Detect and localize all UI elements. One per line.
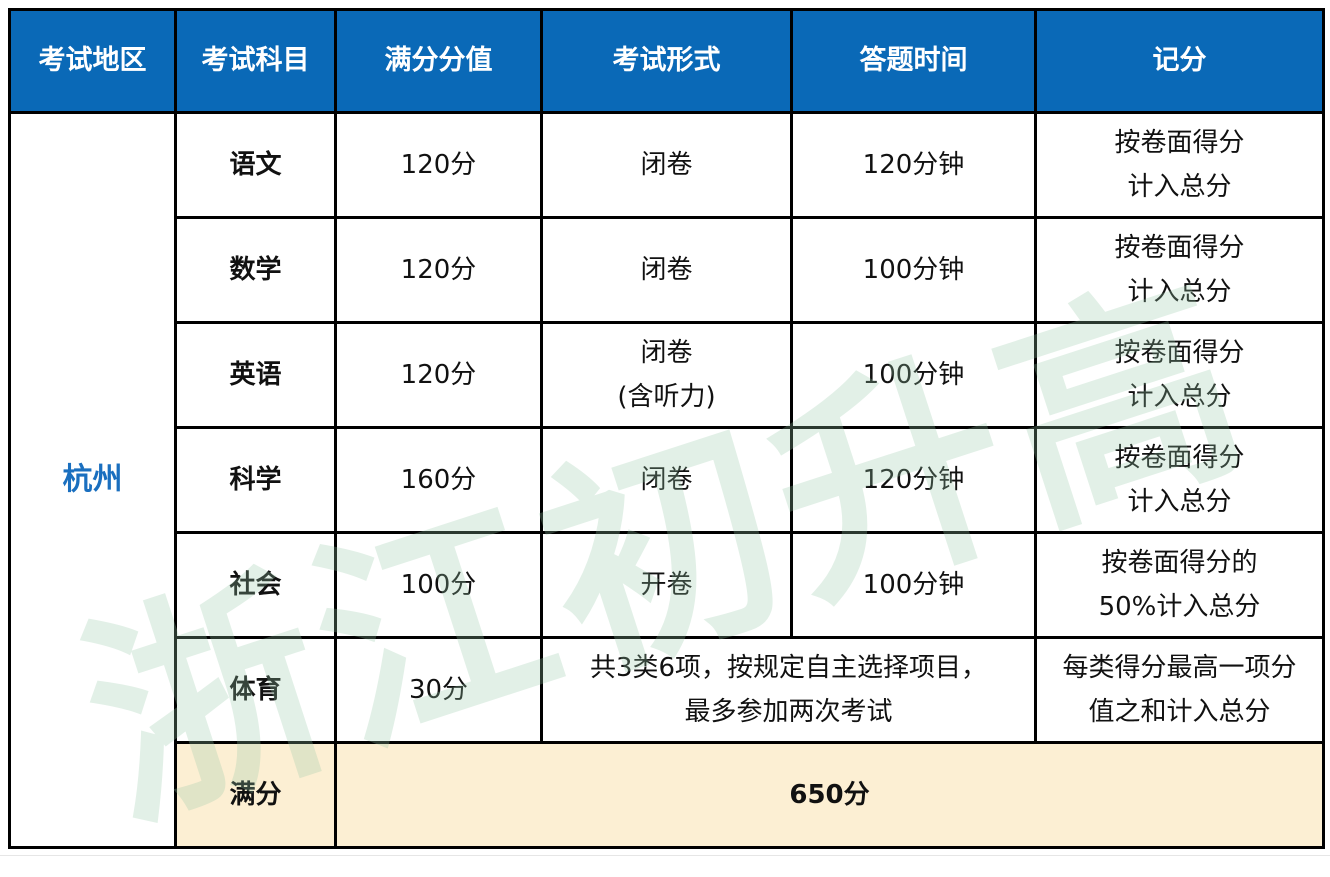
form-line: 开卷 [640,570,693,600]
form-cell: 闭卷 [540,111,793,219]
subject-cell: 数学 [174,216,337,324]
score-cell: 160分 [334,426,543,534]
form-cell: 共3类6项，按规定自主选择项目， 最多参加两次考试 [540,636,1037,744]
subject-cell: 英语 [174,321,337,429]
subject-cell: 社会 [174,531,337,639]
form-line: 闭卷 [640,255,693,285]
scoring-line: 50%计入总分 [1098,592,1261,622]
scoring-line: 按卷面得分 [1114,128,1245,158]
time-cell: 100分钟 [790,531,1037,639]
form-cell: 闭卷 (含听力) [540,321,793,429]
header-time: 答题时间 [790,8,1037,114]
total-label: 满分 [174,741,337,849]
table-row-pe: 体育 30分 共3类6项，按规定自主选择项目， 最多参加两次考试 每类得分最高一项… [10,636,1325,744]
scoring-line: 每类得分最高一项分 [1062,653,1297,683]
scoring-cell: 按卷面得分 计入总分 [1034,216,1325,324]
table-row: 杭州 语文 120分 闭卷 120分钟 按卷面得分 计入总分 [8,111,1325,849]
scoring-line: 计入总分 [1127,277,1232,307]
time-cell: 100分钟 [790,321,1037,429]
table-row: 社会 100分 开卷 100分钟 按卷面得分的 50%计入总分 [10,531,1325,639]
scoring-line: 按卷面得分 [1114,443,1245,473]
header-score: 满分分值 [334,8,543,114]
total-row: 满分 650分 [10,741,1325,849]
form-cell: 闭卷 [540,426,793,534]
form-line: 闭卷 [640,150,693,180]
time-cell: 120分钟 [790,111,1037,219]
score-cell: 30分 [334,636,543,744]
subject-cell: 体育 [174,636,337,744]
time-cell: 120分钟 [790,426,1037,534]
form-cell: 闭卷 [540,216,793,324]
form-cell: 开卷 [540,531,793,639]
form-line: 最多参加两次考试 [684,697,893,727]
scoring-cell: 按卷面得分 计入总分 [1034,111,1325,219]
scoring-line: 计入总分 [1127,172,1232,202]
table-row: 英语 120分 闭卷 (含听力) 100分钟 按卷面得分计入总分 [10,321,1325,429]
scoring-cell: 按卷面得分的 50%计入总分 [1034,531,1325,639]
score-cell: 120分 [334,321,543,429]
scoring-line: 按卷面得分 [1114,338,1245,368]
scoring-line: 计入总分 [1127,487,1232,517]
subject-cell: 语文 [174,111,337,219]
time-cell: 100分钟 [790,216,1037,324]
form-line: 闭卷 [640,465,693,495]
header-region: 考试地区 [8,8,177,114]
scoring-line: 按卷面得分的 [1101,548,1258,578]
table-row: 科学 160分 闭卷 120分钟 按卷面得分计入总分 [10,426,1325,534]
total-value: 650分 [334,741,1325,849]
scoring-line: 按卷面得分 [1114,233,1245,263]
header-scoring: 记分 [1034,8,1325,114]
header-subject: 考试科目 [174,8,337,114]
scoring-cell: 按卷面得分 计入总分 [1034,321,1325,429]
scoring-line: 计入总分 [1127,382,1232,412]
score-cell: 120分 [334,216,543,324]
score-cell: 100分 [334,531,543,639]
form-line: 闭卷 [640,338,693,368]
form-line: 共3类6项，按规定自主选择项目， [589,653,988,683]
header-row: 考试地区 考试科目 满分分值 考试形式 答题时间 记分 [8,8,1325,114]
scoring-cell: 每类得分最高一项分 值之和计入总分 [1034,636,1325,744]
form-line: (含听力) [617,382,716,412]
table-row: 数学 120分 闭卷 100分钟 按卷面得分计入总分 [10,216,1325,324]
region-cell: 杭州 [8,111,177,849]
exam-table: 考试地区 考试科目 满分分值 考试形式 答题时间 记分 杭州 语文 120分 闭… [8,8,1325,849]
header-form: 考试形式 [540,8,793,114]
score-cell: 120分 [334,111,543,219]
subject-cell: 科学 [174,426,337,534]
scoring-cell: 按卷面得分 计入总分 [1034,426,1325,534]
scoring-line: 值之和计入总分 [1088,697,1271,727]
